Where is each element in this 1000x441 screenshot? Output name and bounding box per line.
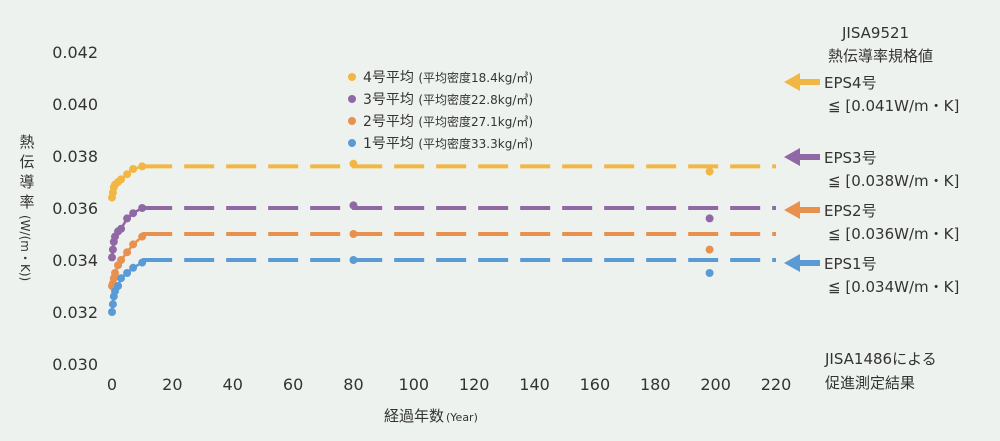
x-tick-label: 20	[162, 375, 182, 394]
data-point	[138, 232, 147, 241]
legend-marker	[348, 139, 356, 147]
data-point	[123, 170, 132, 179]
limit-spec: ≦ [0.034W/m・K]	[828, 278, 959, 296]
data-point	[705, 269, 714, 277]
y-axis-title-char: 導	[19, 173, 34, 191]
y-axis: 0.030 0.032 0.034 0.036 0.038 0.040 0.042	[52, 43, 98, 374]
data-point	[705, 245, 714, 254]
y-axis-title-char: 伝	[19, 153, 34, 171]
y-tick-label: 0.038	[52, 147, 98, 166]
x-tick-label: 60	[283, 375, 303, 394]
legend-marker	[348, 117, 356, 125]
x-axis-title: 経過年数	[384, 407, 444, 425]
standard-limits-panel: EPS4号 ≦ [0.041W/m・K] EPS3号 ≦ [0.038W/m・K] EP…	[784, 73, 959, 296]
legend-label: 4号平均 (平均密度18.4kg/㎥)	[363, 70, 533, 86]
y-axis-title-char: 熱	[19, 133, 34, 151]
data-point	[129, 240, 138, 249]
x-tick-label: 200	[700, 375, 731, 394]
x-tick-label: 100	[399, 375, 430, 394]
data-point	[138, 258, 147, 267]
x-tick-label: 220	[761, 375, 792, 394]
x-tick-label: 120	[459, 375, 490, 394]
data-point	[129, 263, 138, 272]
limit-spec: ≦ [0.041W/m・K]	[828, 97, 959, 115]
data-point	[123, 248, 132, 257]
data-point	[123, 269, 132, 277]
x-tick-label: 160	[580, 375, 611, 394]
y-axis-title-char: 率	[19, 193, 34, 211]
limit-arrow	[784, 254, 820, 272]
y-tick-label: 0.030	[52, 355, 98, 374]
y-tick-label: 0.032	[52, 303, 98, 322]
data-point	[138, 204, 147, 212]
data-point	[117, 274, 126, 283]
data-point	[129, 165, 138, 173]
x-tick-label: 140	[519, 375, 550, 394]
x-tick-label: 40	[223, 375, 243, 394]
data-point	[108, 245, 117, 254]
limit-grade: EPS4号	[824, 74, 877, 92]
limit-grade: EPS3号	[824, 149, 877, 167]
data-point	[108, 308, 116, 316]
limit-spec: ≦ [0.038W/m・K]	[828, 172, 959, 190]
bottom-note-line2: 促進測定結果	[825, 374, 915, 392]
x-axis: 0 20 40 60 80 100 120 140 160 180 200 220	[107, 375, 791, 394]
data-point	[123, 214, 132, 223]
legend: 4号平均 (平均密度18.4kg/㎥) 3号平均 (平均密度22.8kg/㎥) 2号…	[348, 70, 533, 152]
legend-label: 3号平均 (平均密度22.8kg/㎥)	[363, 92, 533, 108]
data-point	[117, 175, 126, 184]
data-point	[117, 256, 126, 264]
legend-label: 1号平均 (平均密度33.3kg/㎥)	[363, 136, 533, 152]
x-tick-label: 80	[343, 375, 363, 394]
limit-arrow	[784, 201, 820, 219]
y-axis-unit: (W/(m・K))	[18, 215, 32, 281]
legend-marker	[348, 95, 356, 103]
data-point	[705, 214, 714, 223]
x-tick-label: 180	[640, 375, 671, 394]
legend-label: 2号平均 (平均密度27.1kg/㎥)	[363, 114, 533, 130]
series-level-lines	[110, 164, 776, 313]
y-tick-label: 0.040	[52, 95, 98, 114]
x-tick-label: 0	[107, 375, 117, 394]
x-axis-unit: (Year)	[446, 411, 478, 424]
data-point	[349, 256, 358, 264]
limit-arrow	[784, 148, 820, 166]
y-tick-label: 0.042	[52, 43, 98, 62]
data-point	[138, 162, 147, 171]
standard-title-line2: 熱伝導率規格値	[828, 47, 933, 65]
data-point	[108, 300, 117, 309]
data-points	[108, 159, 714, 316]
limit-grade: EPS1号	[824, 255, 877, 273]
data-point	[705, 167, 714, 176]
data-point	[349, 230, 358, 238]
y-tick-label: 0.036	[52, 199, 98, 218]
data-point	[111, 269, 120, 277]
standard-title-line1: JISA9521	[841, 24, 909, 42]
data-point	[129, 209, 138, 218]
limit-grade: EPS2号	[824, 202, 877, 220]
data-point	[349, 201, 358, 210]
data-point	[349, 159, 358, 168]
data-point	[117, 224, 126, 233]
legend-marker	[348, 73, 356, 81]
limit-arrow	[784, 73, 820, 91]
bottom-note-line1: JISA1486による	[824, 350, 937, 368]
data-point	[114, 282, 123, 290]
data-point	[108, 253, 116, 262]
limit-spec: ≦ [0.036W/m・K]	[828, 225, 959, 243]
y-tick-label: 0.034	[52, 251, 98, 270]
